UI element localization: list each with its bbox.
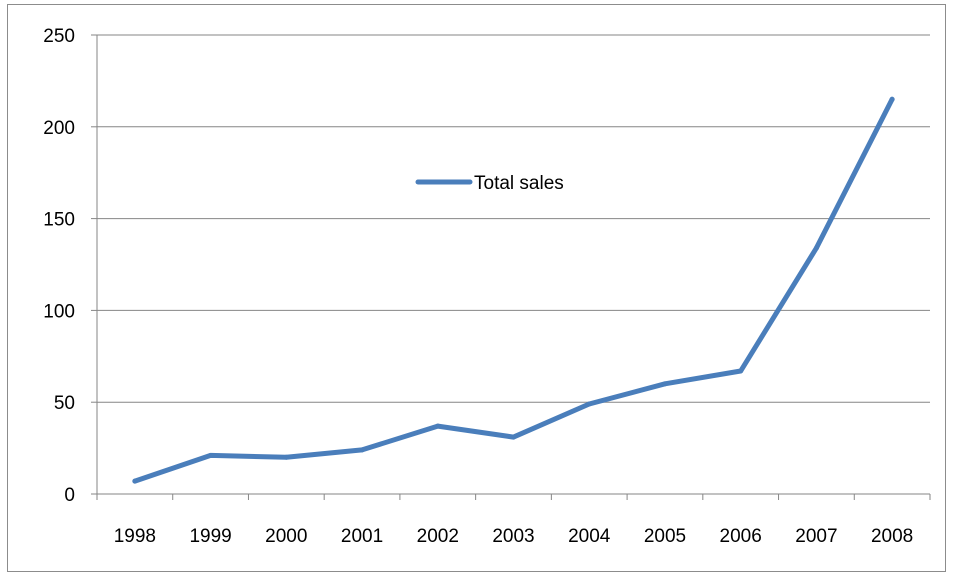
- x-tick-label-2004: 2004: [568, 526, 611, 547]
- series-line-total-sales: [132, 96, 895, 484]
- data-point-2005: [662, 381, 668, 387]
- legend-label-total-sales: Total sales: [474, 173, 564, 194]
- data-point-2002: [435, 423, 441, 429]
- gridlines: [97, 34, 930, 403]
- series-layer: [132, 96, 895, 484]
- y-tick-label: 0: [64, 485, 75, 506]
- y-tick-label: 200: [43, 118, 75, 139]
- data-point-2000: [283, 454, 289, 460]
- data-point-1998: [132, 478, 138, 484]
- data-point-2007: [813, 245, 819, 251]
- x-tick-label-1999: 1999: [189, 526, 231, 547]
- y-tick-label: 100: [43, 301, 75, 322]
- x-tick-label-2000: 2000: [265, 526, 307, 547]
- y-tick-label: 250: [43, 26, 75, 47]
- data-point-2001: [359, 447, 365, 453]
- x-axis-tick-labels: 1998 1999 2000 2001 2002 2003 2004 2005 2006 2007…: [114, 526, 914, 547]
- data-point-2003: [511, 434, 516, 440]
- data-point-2008: [889, 96, 895, 102]
- axes: [91, 34, 931, 500]
- legend: Total sales: [415, 173, 564, 194]
- x-tick-label-2008: 2008: [871, 526, 913, 547]
- x-tick-label-2007: 2007: [795, 526, 837, 547]
- x-tick-label-1998: 1998: [114, 526, 156, 547]
- data-point-2004: [586, 401, 592, 407]
- y-tick-label: 50: [54, 393, 75, 414]
- x-tick-label-2001: 2001: [341, 526, 383, 547]
- x-tick-label-2006: 2006: [720, 526, 762, 547]
- y-tick-label: 150: [43, 210, 75, 231]
- y-axis-tick-labels: 0 50 100 150 200 250: [43, 26, 75, 506]
- x-tick-label-2002: 2002: [417, 526, 459, 547]
- x-tick-label-2003: 2003: [492, 526, 534, 547]
- data-point-1999: [208, 452, 214, 458]
- data-point-2006: [738, 368, 744, 374]
- x-tick-label-2005: 2005: [644, 526, 686, 547]
